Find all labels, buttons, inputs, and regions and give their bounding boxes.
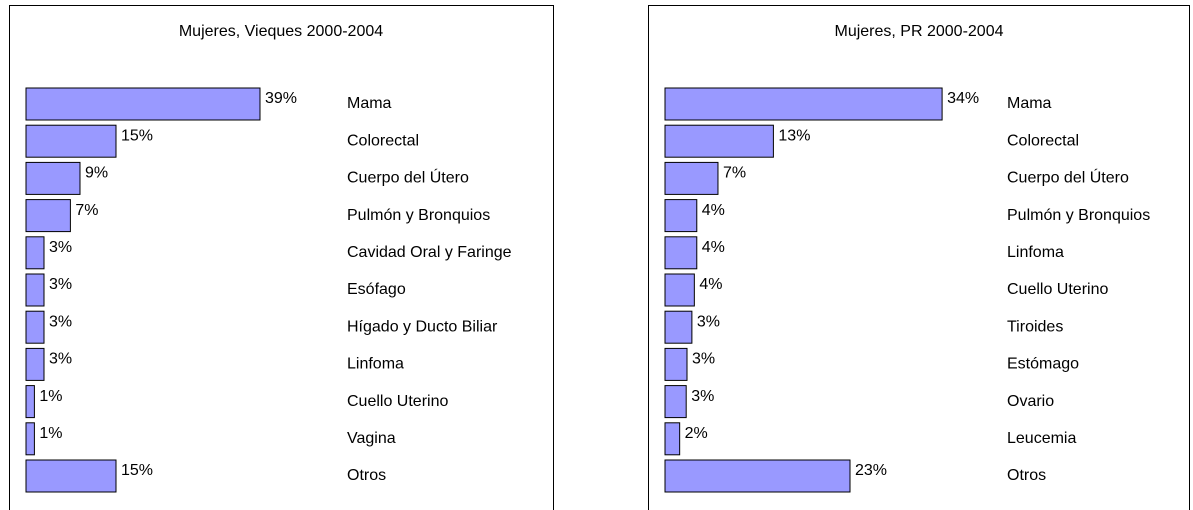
- category-label: Colorectal: [1007, 132, 1079, 149]
- value-label: 7%: [75, 202, 98, 219]
- category-label: Linfoma: [347, 356, 404, 373]
- category-label: Linfoma: [1007, 244, 1064, 261]
- category-label: Cuerpo del Útero: [1007, 168, 1129, 187]
- bar: [25, 347, 45, 381]
- category-label: Cuerpo del Útero: [347, 168, 469, 187]
- bar: [25, 124, 117, 158]
- bar: [664, 422, 681, 456]
- category-label: Ovario: [1007, 393, 1054, 410]
- bar: [664, 87, 943, 121]
- bar: [25, 236, 45, 270]
- value-label: 7%: [723, 165, 746, 182]
- chart-title: Mujeres, PR 2000-2004: [835, 23, 1004, 40]
- value-label: 3%: [49, 351, 72, 368]
- value-label: 9%: [85, 165, 108, 182]
- value-label: 3%: [49, 239, 72, 256]
- bar: [664, 310, 693, 344]
- panel-border: [9, 5, 554, 510]
- value-label: 34%: [947, 90, 979, 107]
- bar: [25, 385, 35, 419]
- category-label: Pulmón y Bronquios: [347, 207, 490, 224]
- bar: [25, 199, 71, 233]
- value-label: 4%: [699, 276, 722, 293]
- chart-title: Mujeres, Vieques 2000-2004: [179, 23, 383, 40]
- value-label: 3%: [49, 276, 72, 293]
- value-label: 15%: [121, 127, 153, 144]
- bar: [664, 459, 851, 493]
- value-label: 1%: [39, 425, 62, 442]
- bar: [664, 273, 695, 307]
- bar: [664, 385, 687, 419]
- bar: [25, 273, 45, 307]
- bar: [25, 459, 117, 493]
- category-label: Leucemia: [1007, 430, 1076, 447]
- value-label: 23%: [855, 462, 887, 479]
- bar: [25, 87, 261, 121]
- category-label: Cuello Uterino: [1007, 281, 1108, 298]
- value-label: 3%: [49, 313, 72, 330]
- bar: [25, 310, 45, 344]
- value-label: 39%: [265, 90, 297, 107]
- category-label: Mama: [347, 95, 392, 112]
- value-label: 1%: [39, 388, 62, 405]
- category-label: Hígado y Ducto Biliar: [347, 318, 498, 335]
- value-label: 15%: [121, 462, 153, 479]
- bar: [664, 199, 698, 233]
- bar: [664, 161, 719, 195]
- value-label: 3%: [691, 388, 714, 405]
- bar: [664, 236, 698, 270]
- category-label: Mama: [1007, 95, 1052, 112]
- category-label: Tiroides: [1007, 318, 1063, 335]
- category-label: Cavidad Oral y Faringe: [347, 244, 512, 261]
- category-label: Otros: [347, 467, 386, 484]
- category-label: Esófago: [347, 281, 406, 298]
- category-label: Otros: [1007, 467, 1046, 484]
- bar: [664, 347, 688, 381]
- category-label: Estómago: [1007, 356, 1079, 373]
- category-label: Pulmón y Bronquios: [1007, 207, 1150, 224]
- panel-border: [648, 5, 1190, 510]
- value-label: 13%: [778, 127, 810, 144]
- category-label: Vagina: [347, 430, 396, 447]
- category-label: Cuello Uterino: [347, 393, 448, 410]
- category-label: Colorectal: [347, 132, 419, 149]
- value-label: 4%: [702, 202, 725, 219]
- value-label: 2%: [685, 425, 708, 442]
- value-label: 3%: [692, 351, 715, 368]
- bar: [25, 161, 81, 195]
- value-label: 3%: [697, 313, 720, 330]
- bar: [664, 124, 774, 158]
- value-label: 4%: [702, 239, 725, 256]
- bar: [25, 422, 35, 456]
